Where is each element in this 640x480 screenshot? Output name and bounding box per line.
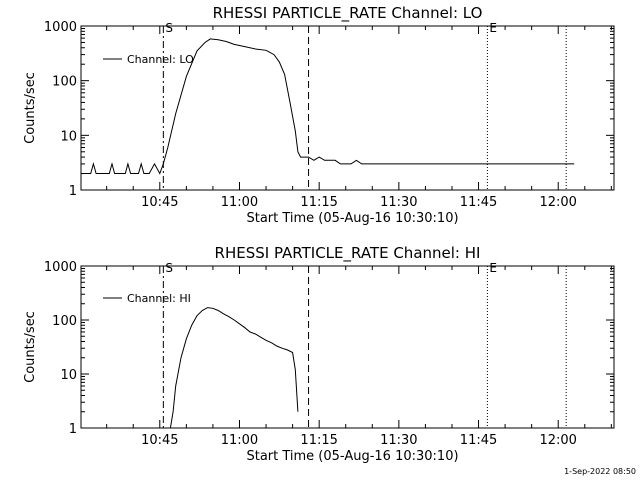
y-axis-label: Counts/sec: [23, 311, 38, 383]
legend-entry: Channel: HI: [127, 292, 191, 305]
y-tick-label: 1000: [44, 20, 77, 35]
x-tick-label: 11:30: [380, 195, 417, 210]
series-line-lo: [81, 38, 575, 175]
y-tick-label: 10: [60, 129, 77, 144]
y-tick-label: 100: [52, 75, 77, 90]
y-tick-label: 1: [69, 422, 77, 437]
x-tick-label: 11:00: [221, 195, 258, 210]
footer-timestamp: 1-Sep-2022 08:50: [564, 467, 636, 476]
time-marker-label: S: [165, 261, 173, 275]
x-tick-label: 10:45: [141, 195, 178, 210]
chart-panel-lo: RHESSI PARTICLE_RATE Channel: LO 10:45 11:…: [23, 4, 615, 226]
time-marker-label: E: [489, 261, 497, 275]
x-tick-label: 11:00: [221, 433, 258, 448]
time-marker-label: E: [489, 21, 497, 35]
chart-title: RHESSI PARTICLE_RATE Channel: LO: [213, 4, 483, 23]
y-tick-label: 100: [52, 314, 77, 329]
legend-entry: Channel: LO: [127, 53, 194, 66]
y-axis-label: Counts/sec: [23, 72, 38, 144]
x-tick-label: 11:45: [460, 195, 497, 210]
chart-panel-hi: RHESSI PARTICLE_RATE Channel: HI 10:45 11:…: [23, 244, 615, 464]
x-tick-label: 11:30: [380, 433, 417, 448]
y-tick-label: 1: [69, 184, 77, 199]
x-axis-label: Start Time (05-Aug-16 10:30:10): [246, 211, 458, 226]
x-tick-label: 11:15: [300, 195, 337, 210]
y-tick-label: 1000: [44, 260, 77, 275]
x-tick-label: 10:45: [141, 433, 178, 448]
series-line-hi: [169, 307, 299, 429]
x-axis-label: Start Time (05-Aug-16 10:30:10): [246, 449, 458, 464]
plot-frame: [80, 265, 615, 429]
chart-title: RHESSI PARTICLE_RATE Channel: HI: [215, 244, 481, 263]
y-tick-label: 10: [60, 368, 77, 383]
x-tick-label: 11:15: [300, 433, 337, 448]
x-tick-label: 11:45: [460, 433, 497, 448]
time-marker-label: S: [165, 21, 173, 35]
x-tick-label: 12:00: [539, 433, 576, 448]
x-tick-label: 12:00: [539, 195, 576, 210]
plot-frame: [80, 25, 615, 191]
